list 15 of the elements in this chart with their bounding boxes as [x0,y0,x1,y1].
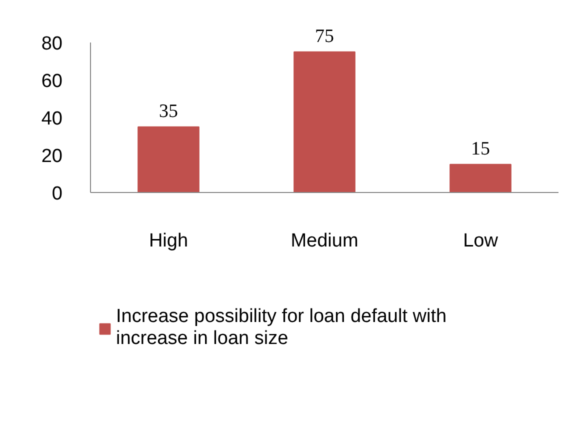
y-tick-label: 80 [41,34,63,54]
x-tick-label: Low [463,230,498,252]
data-label: 15 [471,138,490,160]
y-tick-label: 20 [41,146,63,167]
x-tick-label: High [148,230,188,252]
bar [138,126,200,193]
legend-label: Increase possibility for loan default with increase in loan size [116,306,447,350]
x-tick-label: Medium [290,230,358,252]
data-label: 35 [159,100,178,122]
y-tick-label: 60 [41,71,63,92]
bar [294,51,356,193]
data-label: 75 [315,26,334,47]
bar [450,164,512,193]
y-tick-label: 0 [52,184,63,204]
y-tick-label: 40 [41,108,63,130]
